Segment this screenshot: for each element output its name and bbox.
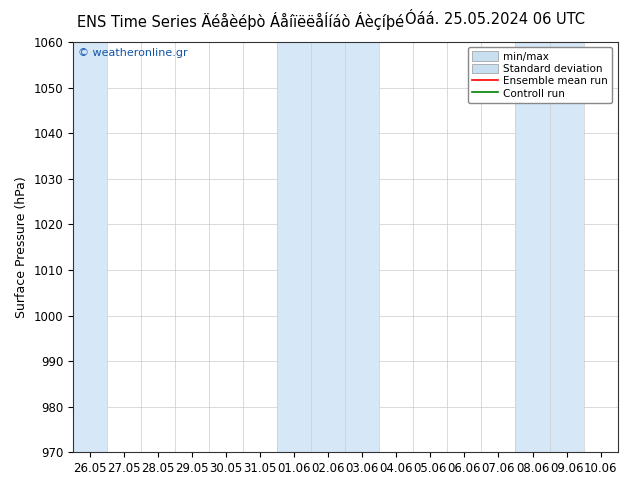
Legend: min/max, Standard deviation, Ensemble mean run, Controll run: min/max, Standard deviation, Ensemble me…	[468, 47, 612, 103]
Text: Óáá. 25.05.2024 06 UTC: Óáá. 25.05.2024 06 UTC	[404, 12, 585, 27]
Bar	[73, 42, 107, 452]
Text: © weatheronline.gr: © weatheronline.gr	[79, 48, 188, 58]
Y-axis label: Surface Pressure (hPa): Surface Pressure (hPa)	[15, 176, 28, 318]
Bar	[515, 42, 583, 452]
Bar	[277, 42, 379, 452]
Text: ENS Time Series Äéåèéþò ÁåíïëëåÍíáò Áèçíþé: ENS Time Series Äéåèéþò ÁåíïëëåÍíáò Áèçí…	[77, 12, 404, 30]
